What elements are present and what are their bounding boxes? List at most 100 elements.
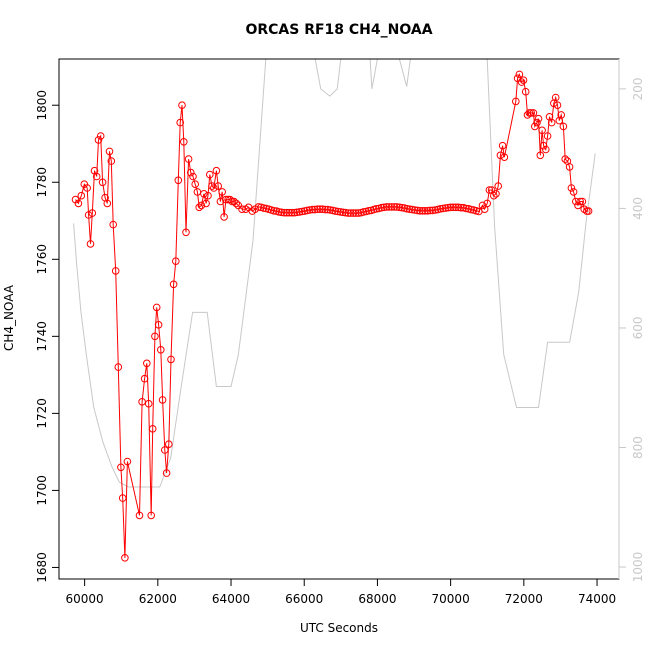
ch4-data-point [411, 206, 419, 214]
ch4-data-point [431, 206, 440, 214]
ch4-data-point [512, 97, 520, 106]
y-tick-label: 1740 [35, 321, 49, 352]
y-tick-label: 1680 [35, 552, 49, 583]
ch4-data-point [107, 157, 116, 165]
x-axis-label: UTC Seconds [300, 621, 378, 635]
ch4-data-point [372, 205, 381, 213]
x-tick-label: 70000 [432, 592, 470, 606]
ch4-data-point [478, 201, 487, 210]
ch4-data-point [498, 141, 507, 150]
ch4-data-point [428, 206, 437, 215]
ch4-data-point [174, 176, 183, 185]
ch4-data-point [77, 191, 86, 200]
ch4-data-point [182, 228, 190, 237]
ch4-data-point [444, 203, 452, 212]
ch4-data-point [527, 109, 536, 117]
ch4-data-point [436, 205, 445, 213]
ch4-data-point [298, 207, 306, 216]
ch4-data-point [305, 206, 314, 214]
ch4-data-point [165, 440, 173, 449]
ch4-data-point [86, 240, 95, 248]
ch4-data-point [559, 122, 568, 131]
ch4-data-point [551, 93, 560, 102]
ch4-data-point [285, 208, 294, 217]
ch4-data-point [195, 203, 203, 212]
ch4-data-point [576, 197, 585, 206]
y-tick-label: 1800 [35, 90, 49, 121]
ch4-data-point [200, 190, 208, 198]
ch4-data-point [380, 203, 388, 212]
x-tick-label: 60000 [66, 592, 104, 606]
ch4-data-point [288, 208, 296, 217]
ch4-data-point [377, 203, 386, 212]
ch4-data-point [521, 87, 530, 96]
ch4-data-point [162, 469, 171, 477]
ch4-data-point [519, 76, 528, 84]
ch4-data-point [303, 206, 312, 215]
ch4-data-point [496, 151, 505, 160]
ch4-data-point [341, 208, 350, 217]
ch4-data-point [457, 203, 465, 212]
ch4-data-point [197, 201, 206, 210]
ch4-data-point [238, 205, 246, 213]
ch4-data-point [176, 118, 184, 127]
ch4-data-point [161, 446, 169, 454]
ch4-data-point [105, 147, 114, 156]
ch4-data-point [94, 136, 103, 144]
ch4-data-point [169, 280, 178, 289]
ch4-data-point [254, 203, 263, 211]
ch4-data-point [114, 363, 123, 371]
ch4-data-point [152, 303, 161, 312]
ch4-data-point [220, 213, 228, 221]
ch4-data-point [280, 208, 288, 217]
ch4-data-point [385, 203, 393, 211]
ch4-data-point [547, 118, 556, 127]
ch4-data-point [339, 208, 347, 217]
ch4-data-point [533, 118, 541, 127]
ch4-data-point [331, 207, 340, 215]
ch4-data-point [138, 398, 146, 406]
ch4-data-point [492, 190, 500, 198]
ch4-data-point [517, 78, 526, 86]
ch4-data-point [553, 101, 562, 109]
ch4-data-point [578, 197, 587, 206]
ch4-data-point [525, 109, 534, 117]
right-y-tick-label: 200 [631, 77, 645, 100]
ch4-data-point [439, 204, 447, 213]
ch4-data-point [147, 511, 155, 520]
ch4-data-point [349, 209, 358, 217]
ch4-data-point [167, 355, 175, 364]
ch4-data-point [454, 203, 463, 212]
ch4-data-point [567, 184, 576, 192]
right-y-tick-label: 800 [631, 436, 645, 459]
ch4-data-point [584, 207, 593, 215]
ch4-data-point [515, 70, 524, 79]
ch4-data-point [421, 207, 429, 215]
ch4-data-point [228, 197, 236, 206]
ch4-data-point [382, 203, 391, 211]
ch4-data-point [426, 206, 434, 215]
y-axis-label: CH4_NOAA [2, 284, 16, 351]
ch4-data-point [354, 209, 363, 217]
ch4-data-point [416, 207, 424, 215]
ch4-data-point [395, 203, 404, 212]
ch4-data-point [148, 425, 157, 433]
ch4-data-point [270, 207, 278, 215]
ch4-data-point [308, 205, 317, 214]
ch4-data-point [441, 204, 450, 212]
x-tick-label: 62000 [139, 592, 177, 606]
ch4-data-point [144, 399, 153, 408]
ch4-data-point [118, 494, 127, 502]
ch4-data-point [490, 191, 498, 200]
ch4-data-point [282, 208, 291, 217]
ch4-data-point [189, 172, 197, 181]
ch4-data-point [359, 208, 368, 216]
ch4-data-point [277, 208, 286, 217]
ch4-data-point [352, 209, 360, 217]
ch4-data-point [84, 211, 93, 219]
right-y-tick-label: 400 [631, 197, 645, 220]
ch4-data-point [259, 204, 268, 212]
ch4-data-point [151, 332, 159, 341]
ch4-data-point [531, 122, 539, 131]
